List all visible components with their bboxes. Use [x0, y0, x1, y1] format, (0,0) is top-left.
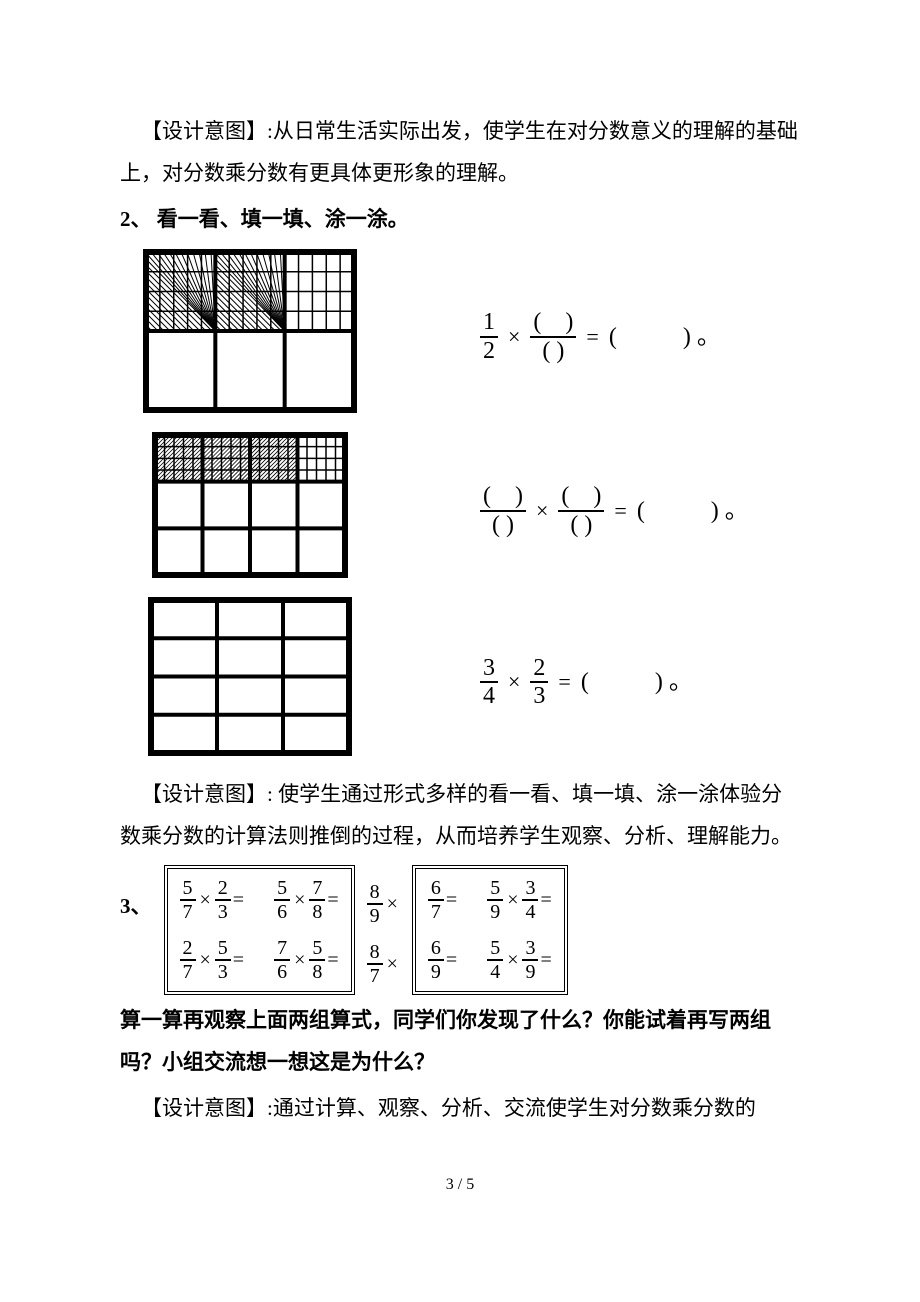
diagram-3 — [120, 594, 380, 759]
exercise-row-2: ( )( ) × ( )( ) = ( )。 — [120, 430, 800, 580]
equation-1: 12 × ( )( ) = ( )。 — [380, 298, 800, 364]
design-intent-2: 【设计意图】: 使学生通过形式多样的看一看、填一填、涂一涂体验分数乘分数的计算法… — [120, 773, 800, 857]
design-intent-3: 【设计意图】:通过计算、观察、分析、交流使学生对分数乘分数的 — [120, 1087, 800, 1129]
diagram-2 — [120, 430, 380, 580]
exercise-row-1: 12 × ( )( ) = ( )。 — [120, 246, 800, 416]
section-3: 3、 57×23=56×78=27×53=76×58= 89×87× 67=59… — [120, 865, 800, 995]
equation-3: 34 × 23 = ( )。 — [380, 644, 800, 710]
expression-box-1: 57×23=56×78=27×53=76×58= — [164, 865, 355, 995]
page-footer: 3 / 5 — [120, 1169, 800, 1201]
equation-2: ( )( ) × ( )( ) = ( )。 — [380, 472, 800, 538]
question-after-boxes: 算一算再观察上面两组算式，同学们你发现了什么？你能试着再写两组吗？小组交流想一想… — [120, 999, 800, 1083]
section-3-label: 3、 — [120, 865, 152, 995]
expression-box-2: 67=59×34=69=54×39= — [412, 865, 568, 995]
exercise-row-3: 34 × 23 = ( )。 — [120, 594, 800, 759]
page: 【设计意图】:从日常生活实际出发，使学生在对分数意义的理解的基础上，对分数乘分数… — [0, 0, 920, 1241]
bridge-expr-1: 89×87× — [367, 865, 400, 995]
diagram-1 — [120, 246, 380, 416]
design-intent-1: 【设计意图】:从日常生活实际出发，使学生在对分数意义的理解的基础上，对分数乘分数… — [120, 110, 800, 194]
section-2-heading: 2、 看一看、填一填、涂一涂。 — [120, 198, 800, 240]
